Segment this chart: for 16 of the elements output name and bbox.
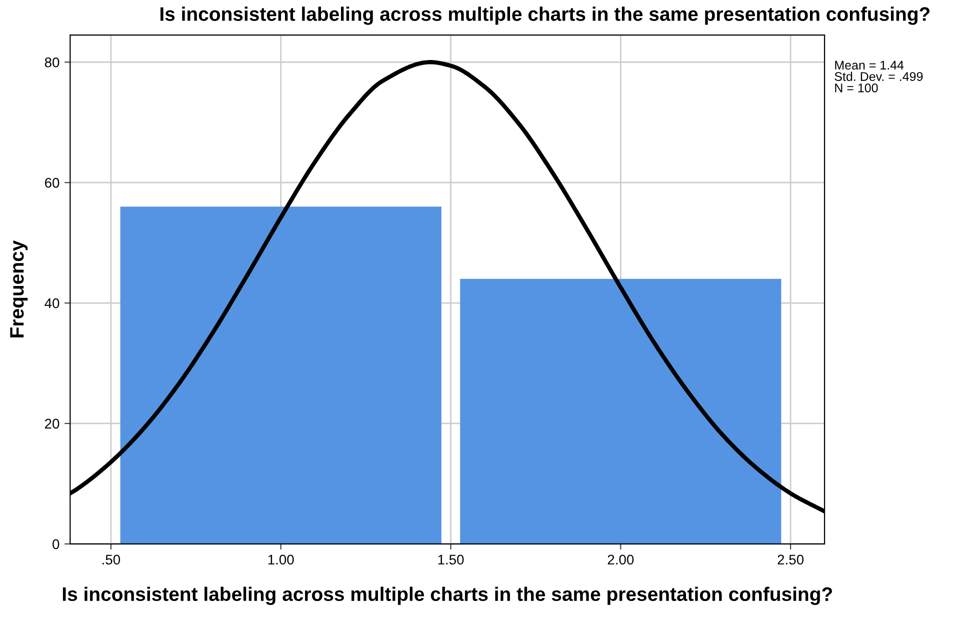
x-tick-label: 2.00	[608, 554, 634, 565]
text: N = 100	[835, 83, 878, 92]
chart-title: Is inconsistent labeling across multiple charts in the same presentation confusing?	[160, 6, 930, 25]
y-tick-label: 60	[44, 178, 60, 188]
x-tick-label: .50	[102, 554, 120, 565]
text: Std. Dev. = .499	[834, 72, 923, 81]
y-tick-label: 80	[44, 57, 60, 68]
x-axis-title: Is inconsistent labeling across multiple charts in the same presentation confusing?	[62, 586, 832, 605]
text: Mean = 1.44	[835, 60, 904, 70]
x-tick-label: 1.50	[438, 554, 464, 565]
y-axis-title: Frequency	[10, 240, 28, 338]
y-tick-label: 0	[52, 539, 60, 550]
x-tick-label: 2.50	[778, 554, 804, 565]
y-tick-label: 20	[44, 418, 60, 429]
y-tick-label: 40	[44, 298, 60, 308]
x-tick-label: 1.00	[268, 554, 294, 565]
